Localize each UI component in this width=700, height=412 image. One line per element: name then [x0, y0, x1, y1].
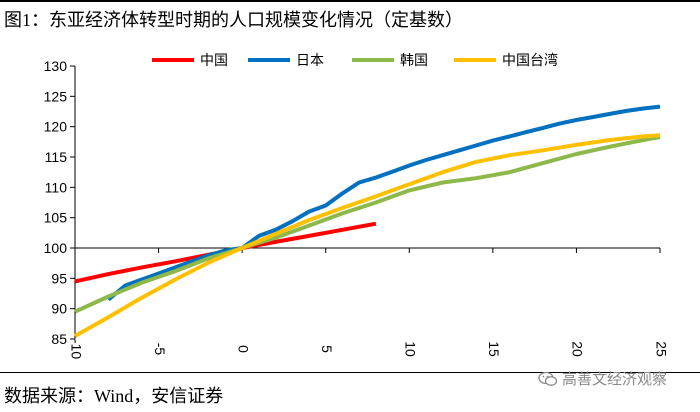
y-tick-label: 110	[45, 179, 68, 195]
series-line-3	[74, 133, 661, 338]
x-tick-label: -10	[68, 339, 84, 359]
x-tick-label: 15	[486, 341, 502, 357]
y-tick-label: 120	[44, 119, 68, 135]
x-tick-label: 5	[319, 345, 335, 353]
x-tick-label: -5	[152, 343, 168, 356]
line-chart: 85 90 95 100 105 110 115 120 125 130 -10 -5 0 5 10 15 20…	[44, 52, 670, 359]
chart-title: 图1：东亚经济体转型时期的人口规模变化情况（定基数）	[4, 10, 463, 30]
legend-label-1: 日本	[296, 53, 324, 69]
legend-label-2: 韩国	[400, 53, 428, 69]
series-line-1	[107, 104, 661, 302]
y-tick-label: 115	[45, 149, 68, 165]
y-tick-label: 100	[44, 240, 68, 256]
legend-label-0: 中国	[200, 53, 228, 69]
top-rule	[0, 0, 700, 2]
x-tick-label: 20	[570, 341, 586, 357]
series-lines	[74, 104, 661, 338]
y-tick-label: 130	[44, 58, 68, 74]
y-tick-label: 105	[44, 210, 68, 226]
source-note: 数据来源：Wind，安信证券	[4, 386, 224, 406]
watermark: 高善文经济观察	[538, 368, 667, 389]
y-tick-label: 85	[51, 331, 67, 347]
axes: 85 90 95 100 105 110 115 120 125 130 -10 -5 0 5 10 15 20…	[44, 58, 670, 359]
x-tick-label: 25	[653, 341, 669, 357]
x-tick-label: 10	[403, 341, 419, 357]
watermark-text: 高善文经济观察	[562, 371, 668, 388]
bottom-rule	[0, 372, 700, 373]
legend: 中国 日本 韩国 中国台湾	[152, 52, 558, 69]
x-tick-label: 0	[235, 345, 251, 353]
legend-label-3: 中国台湾	[502, 52, 558, 69]
series-line-2	[74, 135, 661, 314]
y-tick-label: 90	[51, 301, 67, 317]
y-tick-label: 125	[44, 88, 68, 104]
y-tick-label: 95	[51, 270, 67, 286]
wechat-icon	[538, 371, 558, 386]
